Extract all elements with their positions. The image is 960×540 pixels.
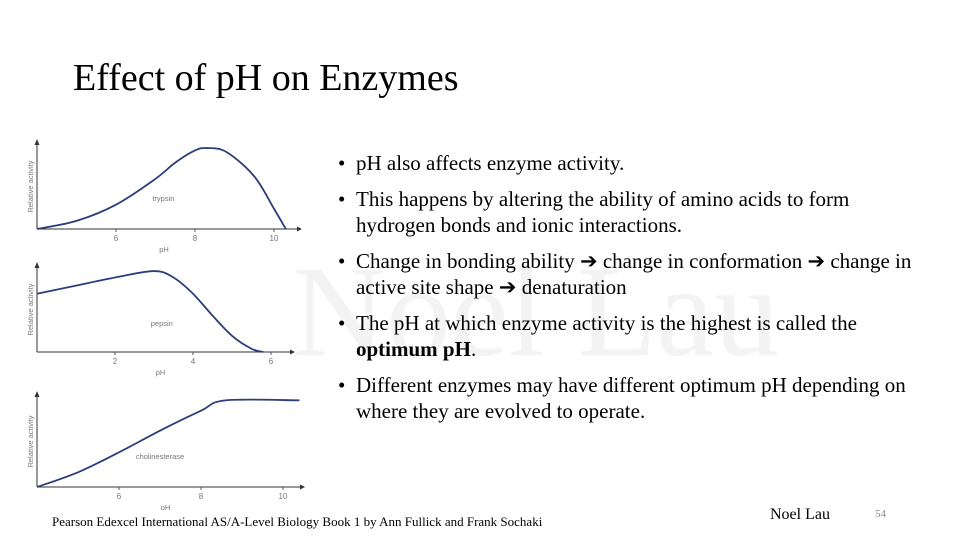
bullet-text: The pH at which enzyme activity is the h… <box>356 311 857 335</box>
bullet-item: • pH also affects enzyme activity. <box>338 150 918 176</box>
bold-term: optimum pH <box>356 337 471 361</box>
y-axis-label: Relative activity <box>26 283 35 335</box>
x-axis-label: pH <box>161 503 171 510</box>
series-line-trypsin <box>36 147 287 230</box>
bullet-dot: • <box>338 151 346 175</box>
y-axis-arrow <box>34 391 40 397</box>
bullet-dot: • <box>338 249 346 273</box>
bullet-item: • Change in bonding ability ➔ change in c… <box>338 248 918 300</box>
bullet-text: Change in bonding ability ➔ change in co… <box>356 249 912 299</box>
bullet-item: • This happens by altering the ability of… <box>338 186 918 238</box>
x-tick-label: 10 <box>279 492 288 501</box>
series-line-cholinesterase <box>36 398 300 488</box>
x-axis-arrow <box>297 226 302 232</box>
x-axis-label: pH <box>159 245 169 254</box>
x-tick-label: 8 <box>193 234 198 243</box>
author: Noel Lau <box>770 506 830 523</box>
y-axis-arrow <box>34 139 40 145</box>
x-tick-label: 6 <box>117 492 122 501</box>
x-tick-label: 4 <box>191 357 196 366</box>
series-line-pepsin <box>36 270 264 353</box>
page-number: 54 <box>875 508 886 520</box>
series-label: trypsin <box>152 194 174 203</box>
bullet-text: pH also affects enzyme activity. <box>356 151 625 175</box>
bullet-text: This happens by altering the ability of … <box>356 187 850 237</box>
x-tick-label: 2 <box>113 357 118 366</box>
series-label: cholinesterase <box>136 452 184 461</box>
y-axis-arrow <box>34 262 40 268</box>
x-tick-label: 10 <box>270 234 279 243</box>
slide-title: Effect of pH on Enzymes <box>73 57 459 99</box>
bullet-dot: • <box>338 187 346 211</box>
citation: Pearson Edexcel International AS/A-Level… <box>52 514 543 529</box>
bullet-item: • The pH at which enzyme activity is the … <box>338 310 918 362</box>
x-axis-label: pH <box>156 368 166 377</box>
series-label: pepsin <box>151 319 173 328</box>
x-axis-arrow <box>300 484 305 490</box>
x-tick-label: 8 <box>199 492 204 501</box>
x-tick-label: 6 <box>269 357 274 366</box>
bullet-dot: • <box>338 373 346 397</box>
x-tick-label: 6 <box>114 234 119 243</box>
bullet-item: • Different enzymes may have different op… <box>338 372 918 424</box>
x-axis-arrow <box>290 349 295 355</box>
bullet-text: . <box>470 337 477 361</box>
bullet-list: • pH also affects enzyme activity. • This h… <box>338 150 918 434</box>
charts: 6 8 10 pH Relative activity trypsin 2 4 6 pH Relat… <box>26 139 305 510</box>
y-axis-label: Relative activity <box>26 160 35 212</box>
y-axis-label: Relative activity <box>26 415 35 467</box>
bullet-dot: • <box>338 311 346 335</box>
bullet-text: Different enzymes may have different opt… <box>356 373 906 423</box>
